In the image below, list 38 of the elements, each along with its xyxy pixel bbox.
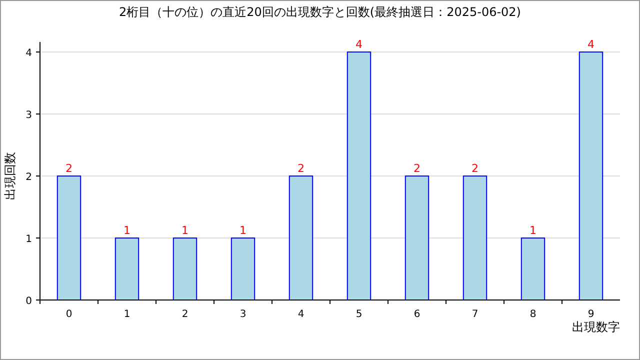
x-tick-label: 8	[530, 309, 536, 320]
x-tick-label: 6	[414, 309, 420, 320]
bar	[578, 52, 604, 300]
x-tick-label: 9	[588, 309, 594, 320]
data-label: 1	[530, 224, 536, 237]
data-label: 2	[472, 162, 478, 175]
y-tick-label: 2	[26, 172, 32, 183]
x-tick-label: 2	[182, 309, 188, 320]
y-axis-title: 出現回数	[3, 152, 17, 200]
x-tick-label: 4	[298, 309, 304, 320]
data-label: 4	[356, 38, 362, 51]
x-axis-title: 出現数字	[572, 320, 620, 334]
bar	[462, 176, 488, 300]
y-tick-label: 4	[26, 48, 32, 59]
data-label: 2	[66, 162, 72, 175]
y-tick-label: 3	[26, 110, 32, 121]
x-tick-label: 5	[356, 309, 362, 320]
data-label: 2	[298, 162, 304, 175]
bar	[114, 238, 140, 300]
bar	[172, 238, 198, 300]
data-label: 2	[414, 162, 420, 175]
x-tick-label: 3	[240, 309, 246, 320]
bar	[56, 176, 82, 300]
x-tick-label: 1	[124, 309, 130, 320]
bar	[346, 52, 372, 300]
y-tick-label: 1	[26, 234, 32, 245]
bar	[520, 238, 546, 300]
bar	[288, 176, 314, 300]
data-label: 4	[588, 38, 594, 51]
x-tick-label: 7	[472, 309, 478, 320]
chart-title: 2桁目（十の位）の直近20回の出現数字と回数(最終抽選日：2025-06-02)	[118, 5, 522, 19]
bar	[404, 176, 430, 300]
y-tick-label: 0	[26, 296, 32, 307]
bar	[230, 238, 256, 300]
x-tick-label: 0	[66, 309, 72, 320]
data-label: 1	[182, 224, 188, 237]
data-label: 1	[240, 224, 246, 237]
data-label: 1	[124, 224, 130, 237]
